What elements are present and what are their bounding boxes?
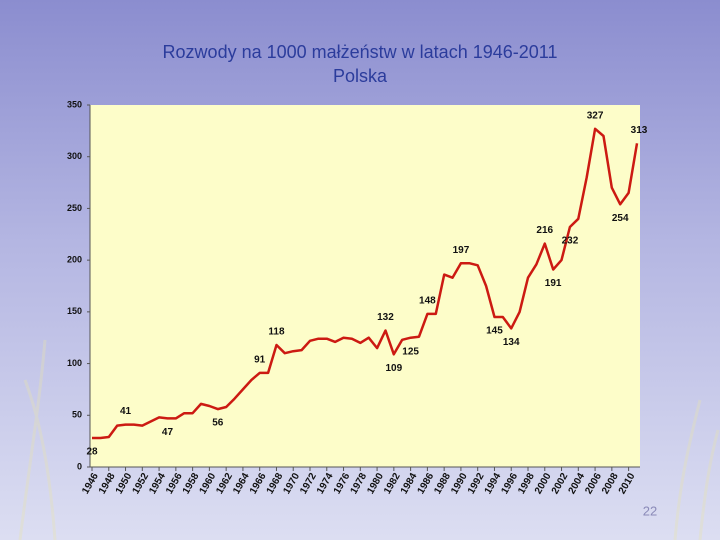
x-tick-label: 2004 [567, 471, 588, 496]
value-label: 191 [545, 278, 562, 289]
line [92, 127, 639, 440]
x-tick-label: 1972 [298, 471, 319, 496]
x-tick-label: 1990 [449, 471, 470, 496]
decoration [18, 339, 720, 540]
value-label: 91 [254, 355, 266, 366]
x-tick-label: 1980 [365, 471, 386, 496]
x-tick-label: 2010 [617, 471, 638, 496]
y-tick-label: 0 [77, 461, 82, 471]
x-tick-label: 1976 [332, 471, 353, 496]
x-tick-label: 1974 [315, 471, 336, 496]
x-tick-label: 2006 [583, 471, 604, 496]
x-tick-label: 1992 [466, 471, 487, 496]
x-tick-label: 2002 [550, 471, 571, 496]
value-label: 47 [162, 427, 174, 438]
value-label: 327 [587, 110, 604, 121]
value-label: 109 [386, 363, 403, 374]
y-tick-label: 250 [67, 203, 82, 213]
x-tick-label: 1966 [248, 471, 269, 496]
value-label: 134 [503, 337, 520, 348]
x-tick-label: 1950 [114, 471, 135, 496]
x-tick-label: 1962 [214, 471, 235, 496]
value-label: 145 [486, 326, 503, 337]
value-label: 148 [419, 296, 436, 307]
x-tick-label: 1978 [349, 471, 370, 496]
value-label: 28 [86, 447, 98, 458]
y-tick-label: 350 [67, 99, 82, 109]
x-tick-label: 1952 [131, 471, 152, 496]
y-tick-label: 150 [67, 306, 82, 316]
x-tick-label: 1954 [147, 471, 168, 496]
x-tick-label: 2000 [533, 471, 554, 496]
x-tick-label: 1988 [432, 471, 453, 496]
y-tick-label: 200 [67, 255, 82, 265]
x-tick-label: 1998 [516, 471, 537, 496]
chart-title: Rozwody na 1000 małżeństw w latach 1946-… [163, 42, 558, 62]
value-label: 125 [402, 346, 419, 357]
x-tick-label: 1964 [231, 471, 252, 496]
x-tick-label: 1960 [198, 471, 219, 496]
value-label: 41 [120, 406, 132, 417]
x-tick-label: 1956 [164, 471, 185, 496]
value-label: 118 [268, 327, 285, 338]
x-tick-label: 1948 [97, 471, 118, 496]
y-tick-label: 300 [67, 151, 82, 161]
x-tick-label: 1970 [281, 471, 302, 496]
x-tick-label: 1958 [181, 471, 202, 496]
plot-area [90, 105, 640, 467]
x-tick-label: 1996 [499, 471, 520, 496]
x-tick-label: 1994 [483, 471, 504, 496]
x-tick-label: 2008 [600, 471, 621, 496]
x-tick-label: 1984 [399, 471, 420, 496]
value-label: 313 [631, 125, 648, 136]
x-tick-label: 1982 [382, 471, 403, 496]
y-tick-label: 50 [72, 410, 82, 420]
value-label: 232 [562, 236, 579, 247]
value-label: 132 [377, 312, 394, 323]
value-label: 197 [453, 245, 470, 256]
x-tick-label: 1968 [265, 471, 286, 496]
y-tick-label: 100 [67, 358, 82, 368]
value-label: 56 [212, 418, 224, 429]
chart-subtitle: Polska [333, 66, 388, 86]
x-tick-label: 1946 [80, 471, 101, 496]
value-label: 216 [536, 225, 553, 236]
slide-number: 22 [643, 503, 657, 518]
value-label: 254 [612, 213, 629, 224]
x-tick-label: 1986 [416, 471, 437, 496]
